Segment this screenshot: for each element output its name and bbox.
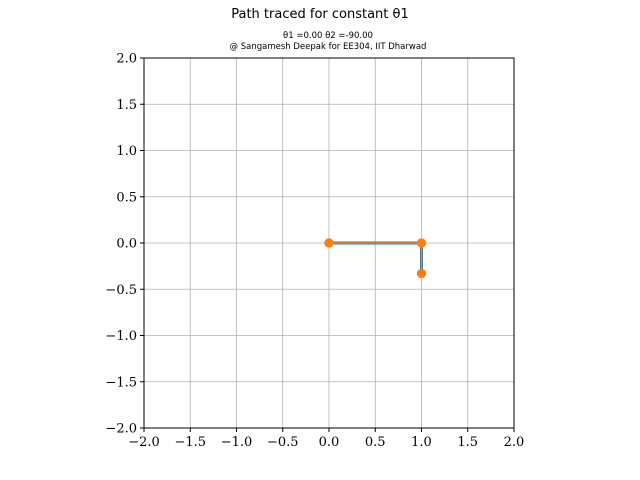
y-tick-label: −2.0 bbox=[105, 422, 137, 437]
x-axis: −2.0 −1.5 −1.0 −0.5 0.0 0.5 1.0 1.5 2.0 bbox=[128, 428, 524, 450]
x-tick-label: −2.0 bbox=[128, 435, 160, 450]
y-tick-label: 0.0 bbox=[116, 237, 137, 252]
y-axis: −2.0 −1.5 −1.0 −0.5 0.0 0.5 1.0 1.5 2.0 bbox=[105, 52, 144, 437]
data-point bbox=[416, 238, 427, 248]
x-tick-label: 0.0 bbox=[319, 435, 340, 450]
y-tick-label: 2.0 bbox=[116, 52, 137, 67]
chart-title: Path traced for constant θ1 bbox=[231, 7, 409, 22]
y-tick-label: 1.5 bbox=[116, 98, 137, 113]
x-tick-label: 1.0 bbox=[411, 435, 432, 450]
x-tick-label: 2.0 bbox=[504, 435, 525, 450]
y-tick-label: −1.0 bbox=[105, 329, 137, 344]
series-layer bbox=[324, 238, 427, 279]
y-tick-label: 1.0 bbox=[116, 144, 137, 159]
x-tick-label: −1.5 bbox=[174, 435, 206, 450]
data-point bbox=[324, 238, 334, 248]
chart-subtitle-angles: θ1 =0.00 θ2 =-90.00 bbox=[283, 31, 373, 41]
plot-area bbox=[143, 57, 515, 429]
y-tick-label: 0.5 bbox=[116, 190, 137, 205]
y-tick-label: −0.5 bbox=[105, 283, 137, 298]
x-tick-label: −1.0 bbox=[221, 435, 253, 450]
x-tick-label: 1.5 bbox=[457, 435, 478, 450]
chart-subtitle-credit: @ Sangamesh Deepak for EE304, IIT Dharwa… bbox=[230, 42, 427, 52]
data-point bbox=[416, 268, 427, 279]
y-tick-label: −1.5 bbox=[105, 375, 137, 390]
x-tick-label: 0.5 bbox=[365, 435, 386, 450]
x-tick-label: −0.5 bbox=[267, 435, 299, 450]
